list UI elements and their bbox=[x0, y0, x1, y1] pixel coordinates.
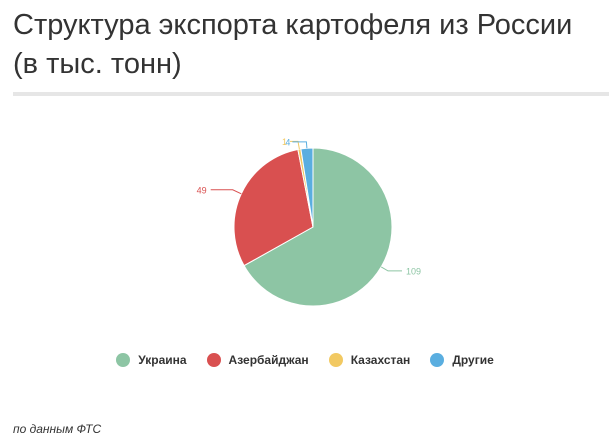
leader-line-2 bbox=[210, 189, 242, 195]
chart-legend: Украина Азербайджан Казахстан Другие bbox=[0, 353, 610, 367]
pie-slice-1[interactable] bbox=[243, 147, 393, 307]
legend-item-1[interactable]: Украина bbox=[116, 353, 187, 367]
title-divider bbox=[13, 92, 609, 96]
legend-swatch-icon bbox=[116, 353, 131, 367]
chart-title: Структура экспорта картофеля из России (… bbox=[13, 9, 573, 80]
legend-item-2[interactable]: Азербайджан bbox=[206, 353, 309, 367]
pie-chart: 109 49 14 bbox=[197, 137, 421, 307]
legend-label: Другие bbox=[452, 353, 494, 367]
data-label-1: 109 bbox=[406, 266, 421, 276]
legend-label: Азербайджан bbox=[228, 353, 309, 367]
source-note: по данным ФТС bbox=[13, 422, 102, 436]
legend-label: Украина bbox=[138, 353, 187, 367]
pie-slice-4[interactable] bbox=[300, 147, 314, 228]
pie-slice-2[interactable] bbox=[233, 148, 314, 267]
data-label-2: 49 bbox=[197, 185, 207, 195]
legend-swatch-icon bbox=[206, 353, 221, 367]
data-label-3: 1 bbox=[282, 137, 287, 147]
leader-line-3 bbox=[290, 140, 300, 150]
legend-swatch-icon bbox=[328, 353, 343, 367]
legend-swatch-icon bbox=[430, 353, 445, 367]
legend-label: Казахстан bbox=[350, 353, 411, 367]
legend-item-3[interactable]: Казахстан bbox=[328, 353, 411, 367]
leader-line-1 bbox=[380, 266, 402, 272]
data-label-4: 4 bbox=[285, 137, 290, 147]
legend-item-4[interactable]: Другие bbox=[430, 353, 494, 367]
leader-line-4 bbox=[292, 141, 308, 149]
